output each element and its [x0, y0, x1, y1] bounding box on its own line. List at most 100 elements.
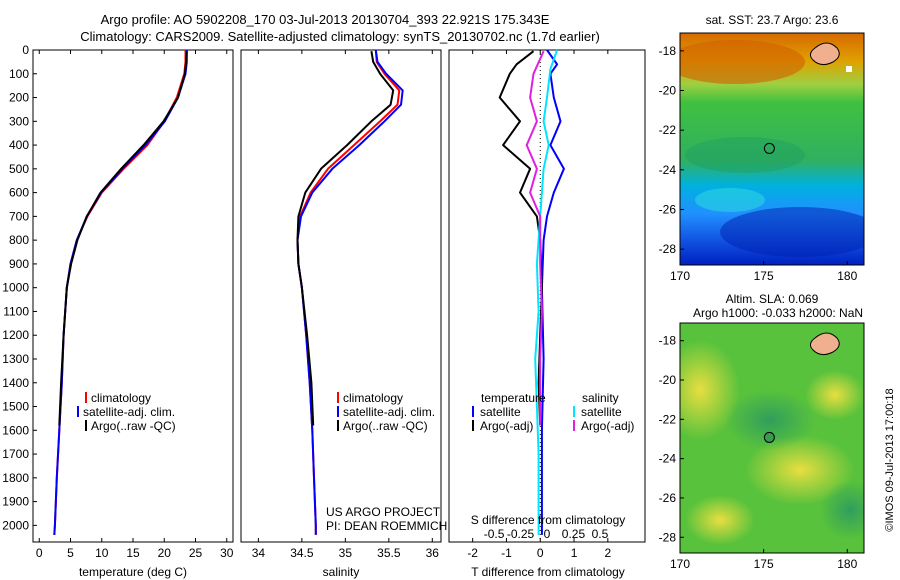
x-tick-label: 15 [126, 546, 140, 560]
y-tick-label: 900 [9, 257, 29, 271]
salinity-axes-frame [240, 49, 442, 543]
title-line-1: Argo profile: AO 5902208_170 03-Jul-2013… [101, 12, 550, 27]
x-tick-label: 25 [189, 546, 203, 560]
temperature-legend: climatology satellite-adj. clim. Argo(..… [77, 391, 176, 433]
legend-label-s-satellite: satellite [581, 405, 622, 419]
legend-label-argo-raw: Argo(..raw -QC) [91, 419, 176, 433]
lat-tick-label: -24 [659, 452, 677, 466]
x-tick-label: 0 [36, 546, 43, 560]
y-tick-label: 800 [9, 233, 29, 247]
legend-label-satellite-adj-2: satellite-adj. clim. [343, 405, 435, 419]
sst-map-frame [679, 32, 865, 266]
sla-map-title-2: Argo h1000: -0.033 h2000: NaN [693, 306, 863, 320]
y-tick-label: 1900 [2, 495, 29, 509]
x-tick-label: -2 [467, 546, 478, 560]
y-tick-label: 1700 [2, 447, 29, 461]
salinity-x-ticks: 34 34.5 35 35.5 36 [252, 50, 440, 560]
sla-map-frame [679, 322, 865, 554]
y-tick-label: 1300 [2, 352, 29, 366]
legend-label-climatology-2: climatology [343, 391, 403, 405]
x-tick-label: -1 [501, 546, 512, 560]
x-tick-label: 5 [67, 546, 74, 560]
lat-tick-label: -28 [659, 242, 677, 256]
y-tick-label: 0 [22, 43, 29, 57]
series-line-argo-raw-qc [296, 51, 395, 426]
sla-high-2 [745, 435, 855, 505]
legend-header-salinity: salinity [582, 391, 619, 405]
sla-lon-ticks: 170 175 180 [670, 549, 858, 571]
s-tick-label: 0 [544, 527, 551, 541]
fiji-island-sst [809, 42, 840, 66]
sla-high-4 [805, 370, 864, 420]
sst-map-title: sat. SST: 23.7 Argo: 23.6 [706, 13, 839, 27]
x-tick-label: 20 [158, 546, 172, 560]
difference-axes-frame [448, 49, 646, 543]
sla-high-3 [685, 495, 755, 545]
sst-cool-patch [685, 137, 805, 173]
x-tick-label: 0 [537, 546, 544, 560]
s-tick-label: -0.5 [484, 527, 505, 541]
sla-lat-ticks: -18 -20 -22 -24 -26 -28 [659, 334, 684, 544]
sst-map: sat. SST: 23.7 Argo: 23.6 170 175 180 -18-… [659, 13, 865, 283]
y-tick-label: 200 [9, 91, 29, 105]
x-tick-label: 34 [252, 546, 266, 560]
y-tick-label: 1600 [2, 423, 29, 437]
lat-tick-label: -18 [659, 44, 677, 58]
lat-tick-label: -20 [659, 84, 677, 98]
y-tick-label: 2000 [2, 518, 29, 532]
lon-tick-label: 175 [754, 269, 774, 283]
y-tick-label: 1200 [2, 328, 29, 342]
y-tick-label: 1800 [2, 471, 29, 485]
y-tick-label: 700 [9, 209, 29, 223]
lon-tick-label: 175 [754, 557, 774, 571]
lat-tick-label: -26 [659, 202, 677, 216]
x-tick-label: 2 [604, 546, 611, 560]
x-tick-label: 30 [220, 546, 234, 560]
x-tick-label: 36 [426, 546, 440, 560]
project-line-1: US ARGO PROJECT [326, 505, 441, 519]
salinity-xlabel: salinity [323, 565, 360, 579]
sst-cyan-patch [695, 188, 765, 212]
s-difference-label: S difference from climatology [471, 513, 626, 527]
x-tick-label: 34.5 [290, 546, 314, 560]
lat-tick-label: -26 [659, 491, 677, 505]
difference-plot-area [498, 49, 565, 542]
y-tick-label: 300 [9, 114, 29, 128]
difference-panel: -2 -1 0 1 2 -0.5 -0.25 0 0.25 0.5 S difference f… [448, 49, 646, 579]
t-difference-label: T difference from climatology [471, 565, 625, 579]
sla-low-1 [725, 390, 815, 450]
salinity-legend: climatology satellite-adj. clim. Argo(..… [337, 391, 435, 433]
sla-map: Altim. SLA: 0.069 Argo h1000: -0.033 h20… [659, 292, 865, 571]
x-tick-label: 35.5 [377, 546, 401, 560]
legend-header-temperature: temperature [481, 391, 546, 405]
sst-warm-patch [680, 40, 805, 84]
sst-missing-pixel [846, 66, 852, 72]
legend-label-t-argo-adj: Argo(-adj) [480, 419, 533, 433]
x-tick-label: 10 [95, 546, 109, 560]
sla-low-2 [820, 480, 864, 540]
y-tick-label: 1000 [2, 281, 29, 295]
lon-tick-label: 180 [837, 269, 857, 283]
series-line-argo-raw-qc [58, 51, 188, 426]
series-line-satellite-adj-clim [296, 49, 404, 535]
lon-tick-label: 170 [670, 557, 690, 571]
salinity-panel: 34 34.5 35 35.5 36 salinity climatology sate… [240, 49, 447, 579]
y-tick-label: 600 [9, 186, 29, 200]
legend-label-argo-raw-2: Argo(..raw -QC) [343, 419, 428, 433]
salinity-plot-area [296, 49, 404, 535]
x-tick-label: 1 [571, 546, 578, 560]
sst-cold-patch [720, 207, 864, 257]
lat-tick-label: -20 [659, 373, 677, 387]
lat-tick-label: -28 [659, 530, 677, 544]
title-line-2: Climatology: CARS2009. Satellite-adjuste… [80, 29, 600, 44]
temperature-plot-area [53, 50, 188, 535]
float-position-marker-sst [763, 142, 775, 154]
sst-lat-ticks: -18 -20 -22 -24 -26 -28 [659, 44, 684, 256]
s-tick-label: -0.25 [507, 527, 535, 541]
lon-tick-label: 180 [837, 557, 857, 571]
sst-heatmap [680, 33, 864, 265]
sst-lon-ticks: 170 175 180 [670, 261, 858, 283]
legend-label-s-argo-adj: Argo(-adj) [581, 419, 634, 433]
temperature-axes-frame [32, 49, 234, 543]
